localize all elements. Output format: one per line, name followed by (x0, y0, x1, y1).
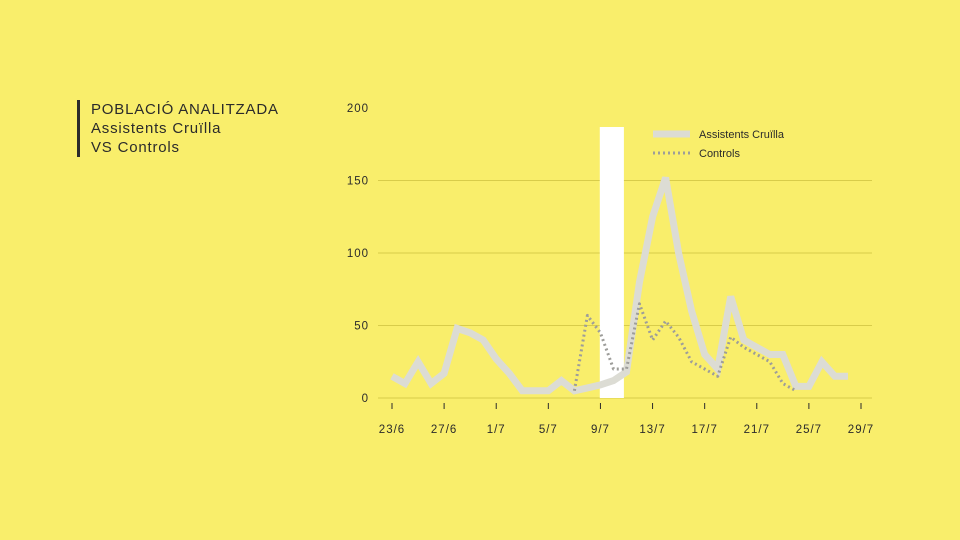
y-tick-label: 100 (347, 248, 369, 260)
x-tick-label: 23/6 (379, 424, 405, 436)
series-line-controls (572, 302, 797, 393)
highlight-band (599, 127, 624, 398)
y-tick-label: 200 (347, 103, 369, 115)
x-tick-label: 27/6 (431, 424, 457, 436)
y-tick-label: 150 (347, 176, 369, 188)
chart-subtitle-line2: VS Controls (91, 139, 180, 156)
series-line-assistents-cruilla (390, 176, 848, 395)
x-tick-label: 13/7 (639, 424, 665, 436)
x-tick-label: 17/7 (691, 424, 717, 436)
chart-subtitle-line1: Assistents Cruïlla (91, 120, 222, 137)
x-tick-label: 29/7 (848, 424, 874, 436)
legend-label-controls: Controls (699, 148, 740, 160)
x-tick-label: 21/7 (744, 424, 770, 436)
chart-title-block: POBLACIÓ ANALITZADA Assistents Cruïlla V… (77, 100, 279, 157)
y-tick-label: 50 (354, 321, 369, 333)
x-tick-label: 9/7 (591, 424, 610, 436)
legend-label-assistents-cruilla: Assistents Cruïlla (699, 129, 785, 141)
y-tick-label: 0 (362, 393, 369, 405)
x-tick-label: 5/7 (539, 424, 558, 436)
chart-title: POBLACIÓ ANALITZADA (91, 101, 279, 118)
x-tick-label: 1/7 (487, 424, 506, 436)
x-tick-label: 25/7 (796, 424, 822, 436)
